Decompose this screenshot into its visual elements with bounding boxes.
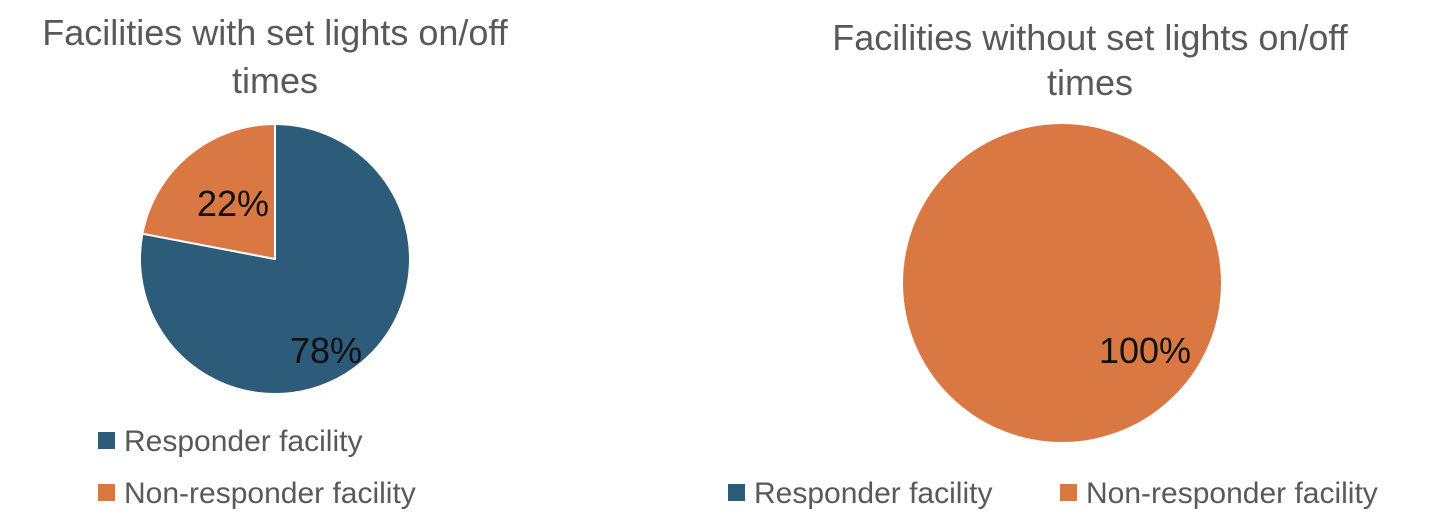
chart-1-legend-swatch-responder xyxy=(98,432,115,449)
chart-1-legend-nonresponder: Non-responder facility xyxy=(124,477,416,510)
pie-slice-non-responder-facility xyxy=(903,124,1221,442)
chart-1-title-line2: times xyxy=(232,60,318,101)
data-label-responder-facility: 78% xyxy=(290,330,362,371)
chart-1: Facilities with set lights on/off times … xyxy=(42,12,509,510)
chart-2: Facilities without set lights on/off tim… xyxy=(728,17,1378,510)
chart-1-legend-responder: Responder facility xyxy=(124,425,362,458)
chart-1-pie xyxy=(139,123,411,395)
chart-1-title-line1: Facilities with set lights on/off xyxy=(42,12,509,53)
chart-2-pie xyxy=(903,124,1221,442)
chart-2-title-line1: Facilities without set lights on/off xyxy=(832,17,1349,58)
chart-2-title-line2: times xyxy=(1047,62,1133,103)
chart-1-data-labels: 78% 22% xyxy=(197,183,362,371)
chart-2-legend-responder: Responder facility xyxy=(754,477,992,510)
chart-2-legend-swatch-responder xyxy=(728,484,745,501)
chart-1-legend-swatch-nonresponder xyxy=(98,484,115,501)
data-label-non-responder-facility: 22% xyxy=(197,183,269,224)
chart-2-legend-swatch-nonresponder xyxy=(1060,484,1077,501)
data-label-non-responder-facility: 100% xyxy=(1099,330,1191,371)
chart-2-legend-nonresponder: Non-responder facility xyxy=(1086,477,1378,510)
pie-slice-non-responder-facility xyxy=(141,123,276,260)
chart-2-data-labels: 100% xyxy=(1099,330,1191,371)
